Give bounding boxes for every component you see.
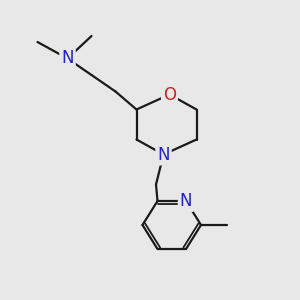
Text: N: N [180, 192, 192, 210]
Text: N: N [157, 146, 170, 164]
Text: N: N [61, 50, 74, 68]
Text: O: O [163, 85, 176, 103]
